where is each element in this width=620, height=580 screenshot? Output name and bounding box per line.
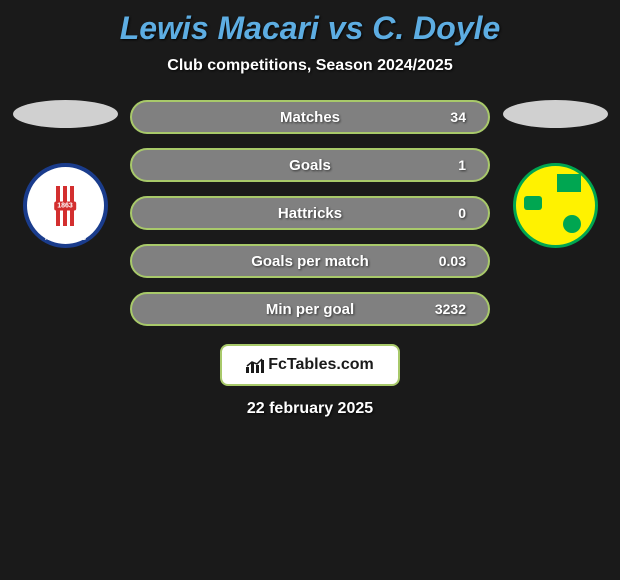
- stat-row-hattricks: Hattricks 0: [130, 196, 490, 230]
- norwich-ball-icon: [563, 215, 581, 233]
- stat-right-value: 0.03: [426, 253, 466, 269]
- chart-icon: [246, 357, 264, 373]
- stat-label: Hattricks: [278, 205, 342, 222]
- date-text: 22 february 2025: [0, 400, 620, 418]
- stats-column: Matches 34 Goals 1 Hattricks 0 Goals per…: [130, 100, 490, 326]
- stat-right-value: 3232: [426, 301, 466, 317]
- content-row: STOKE 1863 THE POTTERS Matches: [0, 100, 620, 326]
- stat-label: Matches: [280, 109, 340, 126]
- stat-row-min-per-goal: Min per goal 3232: [130, 292, 490, 326]
- norwich-badge: [513, 163, 598, 248]
- infographic-container: Lewis Macari vs C. Doyle Club competitio…: [0, 0, 620, 448]
- norwich-castle-icon: [557, 174, 581, 192]
- right-ellipse: [503, 100, 608, 128]
- left-team-column: STOKE 1863 THE POTTERS: [10, 100, 120, 248]
- stat-label: Goals: [289, 157, 331, 174]
- footer: FcTables.com 22 february 2025: [0, 344, 620, 418]
- brand-logo-box: FcTables.com: [220, 344, 400, 386]
- left-ellipse: [13, 100, 118, 128]
- stat-row-goals-per-match: Goals per match 0.03: [130, 244, 490, 278]
- page-title: Lewis Macari vs C. Doyle: [0, 10, 620, 47]
- stat-label: Min per goal: [266, 301, 354, 318]
- norwich-lion-icon: [524, 196, 542, 210]
- stoke-year: 1863: [54, 201, 76, 210]
- stat-row-matches: Matches 34: [130, 100, 490, 134]
- stat-right-value: 1: [426, 157, 466, 173]
- stat-right-value: 0: [426, 205, 466, 221]
- stat-label: Goals per match: [251, 253, 369, 270]
- subtitle: Club competitions, Season 2024/2025: [0, 57, 620, 75]
- stoke-badge: STOKE 1863 THE POTTERS: [23, 163, 108, 248]
- brand-logo: FcTables.com: [246, 356, 374, 374]
- right-team-column: [500, 100, 610, 248]
- stat-right-value: 34: [426, 109, 466, 125]
- brand-text: FcTables.com: [268, 356, 374, 374]
- stat-row-goals: Goals 1: [130, 148, 490, 182]
- stoke-text-bottom: THE POTTERS: [44, 236, 86, 242]
- stoke-text-top: STOKE: [55, 169, 76, 175]
